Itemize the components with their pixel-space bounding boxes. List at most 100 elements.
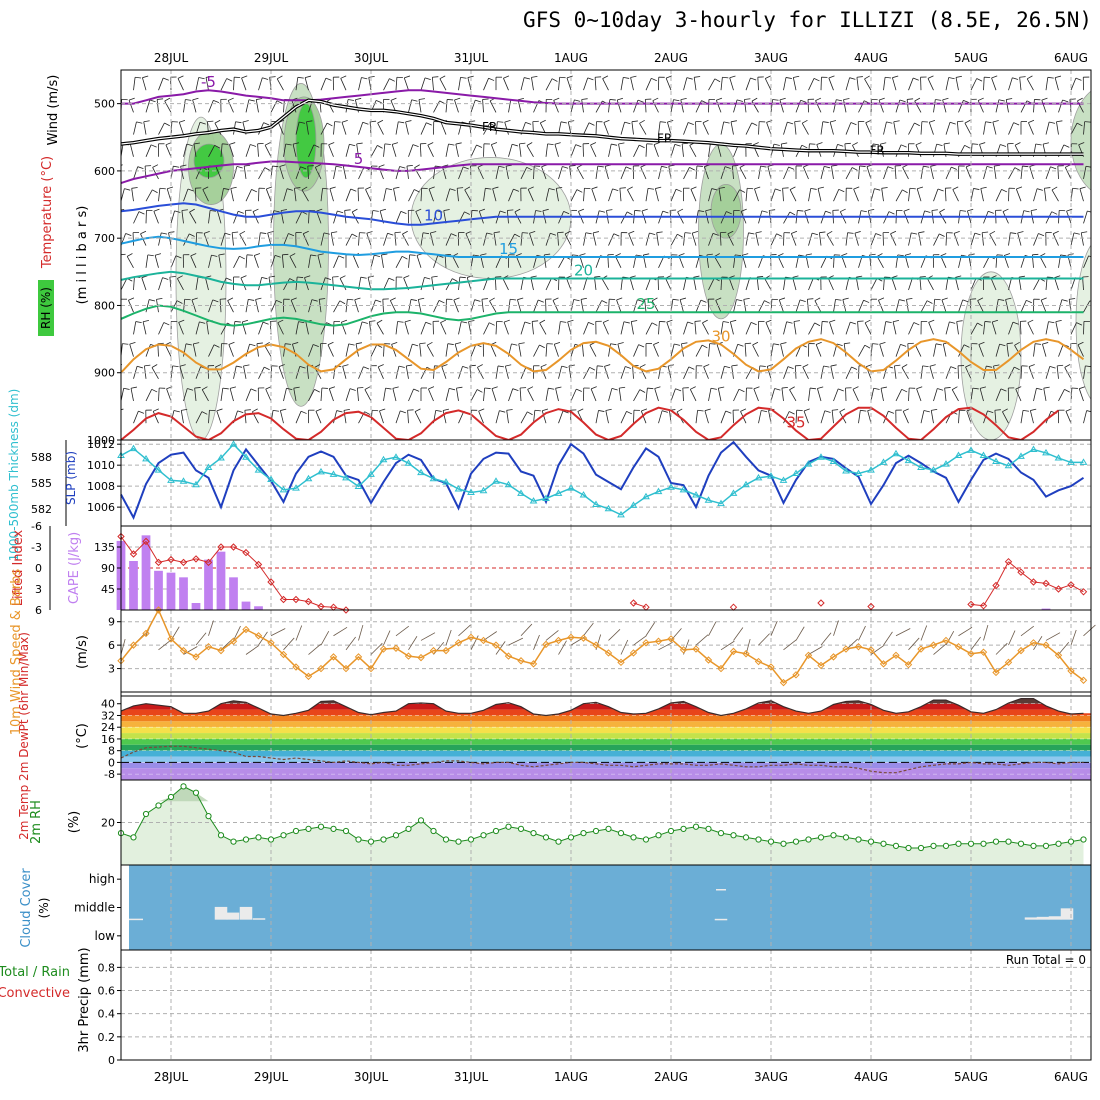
wind-barb-staff (653, 144, 659, 157)
wind-barb-flag (886, 121, 893, 124)
wind-barb-staff (315, 411, 322, 424)
wind-barb-flag (578, 208, 585, 212)
wind-barb-flag (875, 233, 882, 236)
wind-barb-staff (817, 188, 822, 202)
isotherm-label: -5 (201, 73, 216, 91)
wind-barb-staff (995, 99, 1000, 113)
wind-barb-flag (681, 342, 688, 345)
wind-barb-staff (308, 254, 311, 268)
wind-barb-flag (511, 343, 518, 346)
wind-barb-staff (680, 99, 684, 113)
wind-barb-flag (899, 99, 906, 103)
wind-barb-staff (1033, 99, 1035, 113)
wind-speed-marker (417, 653, 425, 662)
surface-wind-barb (233, 625, 241, 641)
wind-barb-flag (205, 75, 212, 78)
wind-barb-staff (1040, 299, 1047, 313)
wind-barb-staff (720, 121, 725, 135)
wind-barb-flag (1050, 166, 1057, 170)
thickness-marker (904, 456, 913, 464)
wind-barb-staff (858, 165, 861, 180)
wind-speed-marker (692, 645, 700, 653)
wind-barb-flag (278, 364, 285, 367)
rh-high-area (146, 786, 221, 802)
wind-barb-flag (792, 275, 799, 278)
wind-barb-staff (206, 321, 209, 335)
wind-barb-staff (333, 255, 339, 268)
wind-barb-staff (858, 300, 864, 313)
wind-barb-flag (999, 343, 1006, 347)
wind-barb-flag (398, 365, 405, 368)
y-tick-label: 40 (101, 698, 115, 711)
wind-barb-staff (283, 278, 290, 291)
wind-barb-flag (1001, 189, 1008, 193)
wind-barb-flag (914, 97, 921, 102)
wind-barb-flag (656, 231, 663, 234)
wind-barb-staff (417, 299, 422, 313)
wind-barb-staff (345, 343, 350, 357)
wind-barb-staff (1054, 77, 1059, 91)
rh-marker (480, 832, 487, 839)
wind-barb-flag (152, 189, 158, 194)
wind-barb-staff (416, 255, 422, 268)
wind-barb-staff (465, 233, 472, 246)
wind-barb-flag (609, 99, 616, 101)
wind-barb-flag (757, 276, 764, 278)
wind-barb-flag (935, 99, 942, 101)
wind-barb-staff (481, 299, 484, 313)
wind-barb-flag (572, 254, 579, 256)
wind-barb-flag (624, 121, 631, 125)
wind-barb-staff (220, 277, 227, 291)
wind-barb-flag (404, 75, 411, 79)
wind-barb-flag (929, 119, 936, 123)
wind-barb-flag (918, 231, 925, 234)
wind-barb-staff (341, 122, 347, 135)
wind-barb-flag (419, 342, 426, 345)
wind-speed-marker (817, 661, 825, 670)
wind-barb-staff (590, 388, 597, 402)
wind-barb-flag (590, 142, 597, 146)
wind-barb-flag (823, 365, 830, 368)
wind-barb-flag (392, 142, 399, 145)
wind-barb-flag (228, 97, 234, 101)
wind-speed-marker (354, 653, 363, 661)
wind-barb-staff (803, 410, 809, 424)
cape-bar (241, 601, 251, 610)
wind-barb-staff (1020, 100, 1028, 113)
wind-barb-flag (579, 253, 586, 256)
wind-barb-staff (201, 389, 209, 402)
wind-barb-flag (368, 75, 375, 78)
wind-barb-flag (457, 187, 464, 189)
wind-barb-staff (729, 77, 734, 91)
wind-barb-flag (625, 166, 632, 170)
thickness-marker (579, 491, 588, 498)
wind-barb-staff (958, 410, 960, 424)
wind-barb-staff (995, 388, 1002, 402)
wind-barb-flag (202, 186, 209, 190)
wind-barb-staff (1043, 388, 1047, 402)
wind-barb-flag (902, 189, 908, 194)
wind-barb-staff (970, 78, 978, 91)
wind-speed-marker (1004, 658, 1013, 667)
wind-barb-flag (138, 211, 145, 215)
wind-barb-flag (940, 253, 947, 257)
wind-barb-flag (337, 210, 344, 214)
wind-barb-flag (597, 165, 604, 168)
wind-barb-staff (605, 410, 609, 424)
wind-barb-staff (633, 389, 641, 402)
lifted-index-segment (120, 536, 134, 555)
wind-barb-flag (249, 343, 256, 347)
wind-barb-flag (1055, 75, 1062, 79)
thickness-marker (254, 466, 263, 473)
wind-barb-flag (831, 164, 838, 167)
wind-barb-flag (964, 144, 971, 149)
wind-barb-flag (652, 297, 658, 302)
wind-barb-flag (942, 97, 949, 101)
wind-barb-staff (933, 99, 936, 113)
wind-barb-flag (626, 211, 633, 216)
li-tick-label: 0 (35, 562, 42, 575)
wind-barb-staff (553, 344, 559, 357)
day-label-top: 28JUL (154, 51, 189, 65)
wind-barb-flag (816, 142, 823, 145)
wind-barb-flag (1087, 210, 1091, 213)
